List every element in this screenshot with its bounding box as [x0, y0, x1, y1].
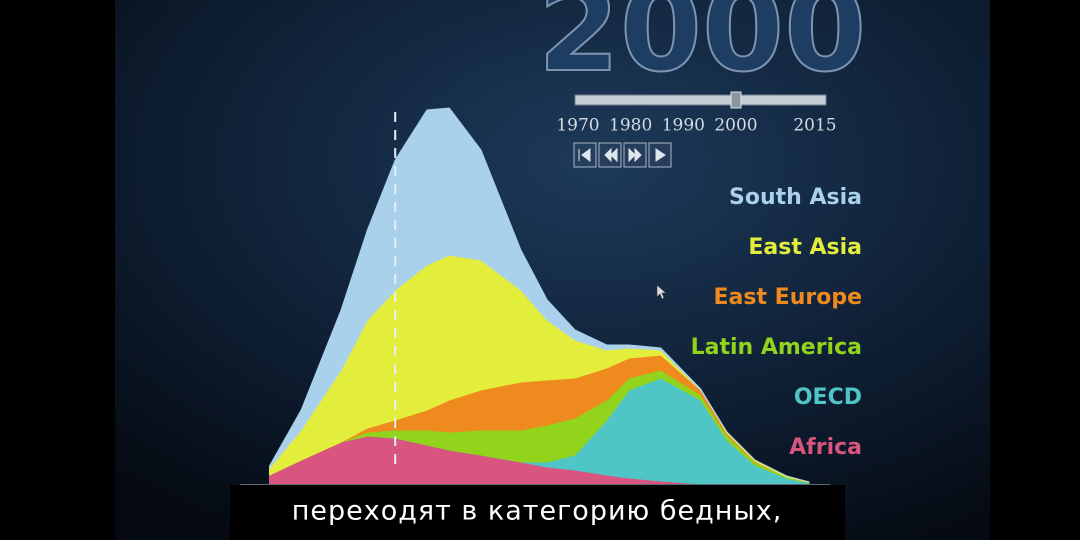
- playback-controls: [573, 142, 672, 168]
- slider-knob: [730, 91, 742, 109]
- legend-entry: Latin America: [691, 335, 862, 360]
- year-title: 2000: [538, 0, 866, 98]
- control-icons: [578, 147, 666, 163]
- legend-entry: South Asia: [729, 185, 862, 210]
- legend-entry: Africa: [789, 435, 862, 460]
- timeline-tick-label: 1980: [609, 116, 652, 136]
- slider-track: [574, 94, 827, 106]
- legend-entry: OECD: [794, 385, 862, 410]
- subtitle-box: [230, 485, 845, 540]
- timeline-tick-label: 2015: [793, 116, 836, 136]
- timeline-tick-label: 1990: [662, 116, 705, 136]
- timeline-tick-label: 2000: [714, 116, 757, 136]
- legend-entry: East Asia: [748, 235, 862, 260]
- timeline-tick-label: 1970: [556, 116, 599, 136]
- legend-entry: East Europe: [714, 285, 862, 310]
- subtitle: переходят в категорию бедных,: [292, 496, 783, 527]
- mouse-cursor: [656, 284, 667, 300]
- timeline-slider[interactable]: 1970 1980 1990 2000 2015: [556, 91, 837, 136]
- area-0: [269, 107, 810, 483]
